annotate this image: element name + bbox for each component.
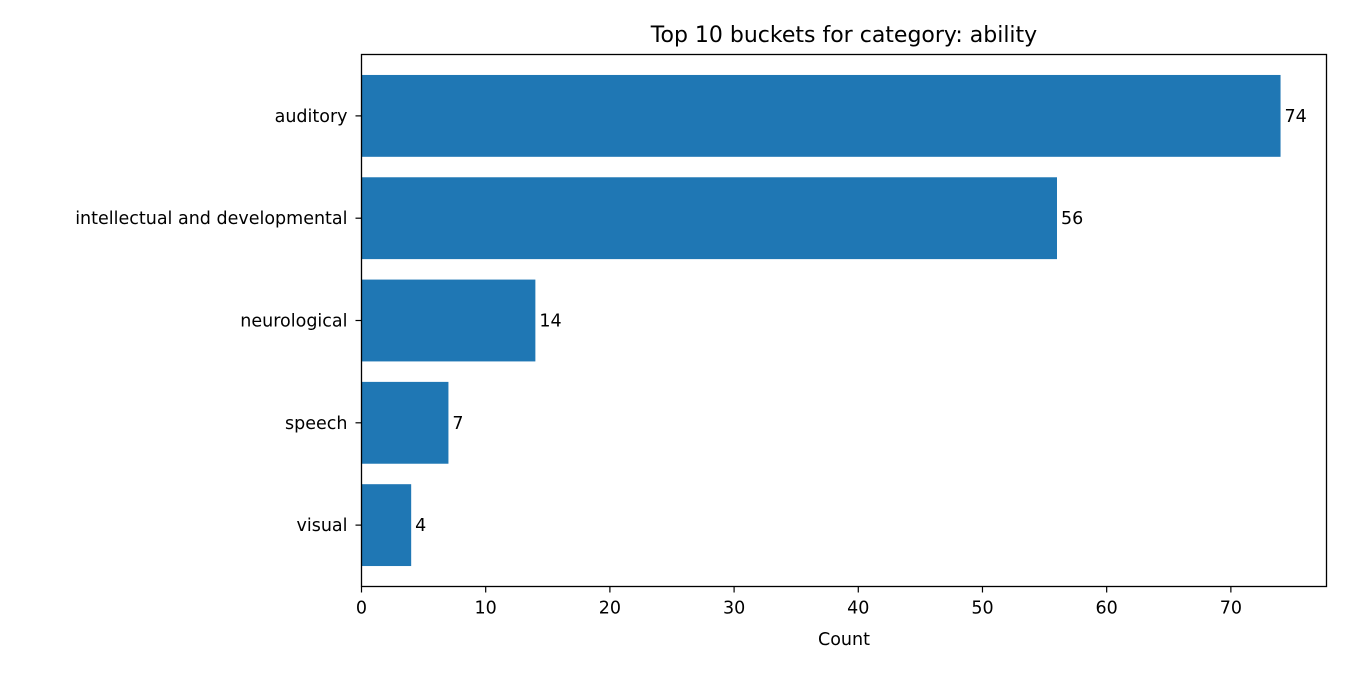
y-tick-label: speech — [285, 414, 347, 434]
x-axis-ticks: 0 10 20 30 40 50 60 70 — [356, 586, 1242, 619]
x-axis-label: Count — [818, 630, 870, 650]
plot-frame — [360, 53, 1328, 588]
chart-title: Top 10 buckets for category: ability — [650, 23, 1037, 48]
x-tick-label: 0 — [356, 599, 367, 619]
y-tick-label: visual — [296, 516, 347, 536]
bar-speech — [361, 381, 449, 464]
bars-group — [361, 74, 1281, 567]
data-label: 7 — [452, 414, 463, 434]
y-tick-label: neurological — [240, 312, 347, 332]
data-label: 14 — [539, 312, 561, 332]
x-tick-label: 40 — [847, 599, 869, 619]
x-tick-label: 60 — [1096, 599, 1118, 619]
bar-neurological — [361, 279, 536, 362]
bar-intellectual-and-developmental — [361, 177, 1057, 260]
y-tick-label: intellectual and developmental — [75, 209, 347, 229]
data-label: 74 — [1285, 107, 1307, 127]
data-label: 4 — [415, 516, 426, 536]
bar-visual — [361, 484, 412, 567]
y-tick-label: auditory — [275, 107, 348, 127]
data-label: 56 — [1061, 209, 1083, 229]
x-tick-label: 20 — [599, 599, 621, 619]
bar-auditory — [361, 74, 1281, 157]
x-tick-label: 10 — [475, 599, 497, 619]
y-tick-labels: auditory intellectual and developmental ne… — [75, 107, 362, 536]
x-tick-label: 70 — [1220, 599, 1242, 619]
x-tick-label: 30 — [723, 599, 745, 619]
x-tick-label: 50 — [971, 599, 993, 619]
